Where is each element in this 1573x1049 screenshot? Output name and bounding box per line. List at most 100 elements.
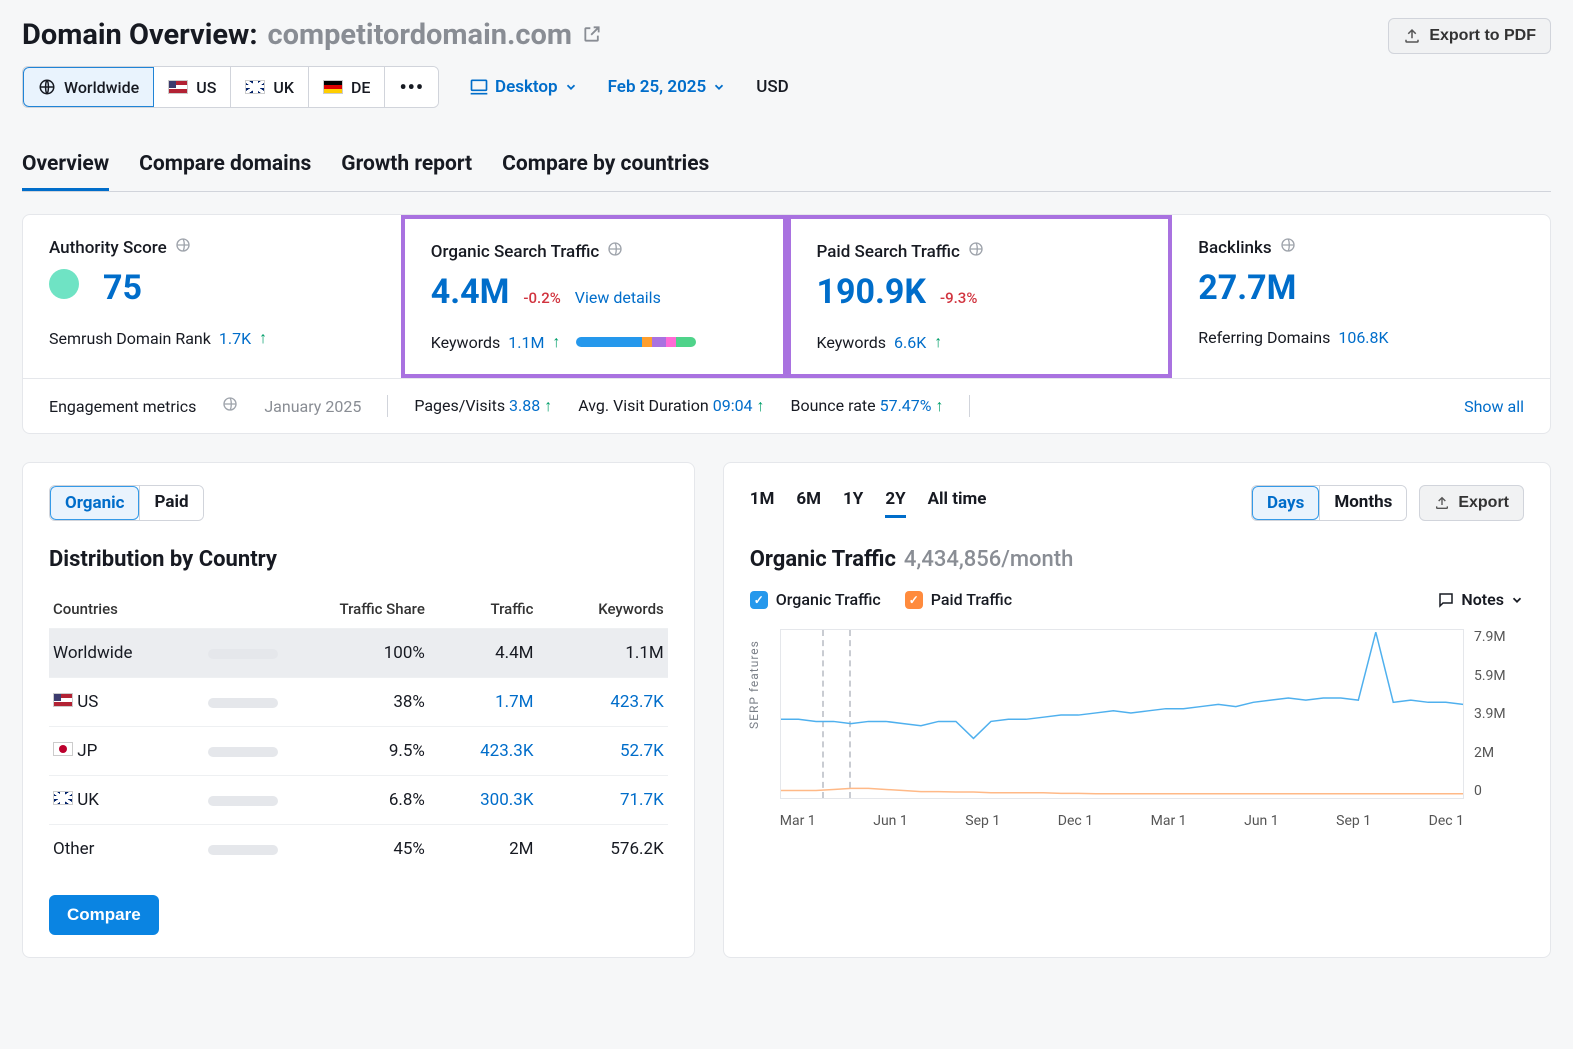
range-all[interactable]: All time: [928, 489, 987, 518]
engagement-row: Engagement metrics January 2025 Pages/Vi…: [23, 378, 1550, 433]
keywords-cell[interactable]: 423.7K: [538, 678, 668, 727]
region-us[interactable]: US: [154, 67, 231, 107]
traffic-cell[interactable]: 300.3K: [429, 776, 538, 825]
table-row[interactable]: Worldwide 100% 4.4M 1.1M: [49, 629, 668, 678]
metric-paid-sub-value[interactable]: 6.6K: [894, 333, 926, 352]
export-pdf-button[interactable]: Export to PDF: [1388, 18, 1551, 54]
share-bar-cell: [204, 678, 342, 727]
compare-button[interactable]: Compare: [49, 895, 159, 935]
main-tabs: Overview Compare domains Growth report C…: [22, 152, 1551, 192]
share-pct-cell: 45%: [342, 825, 429, 874]
keywords-cell: 1.1M: [538, 629, 668, 678]
traffic-cell: 2M: [429, 825, 538, 874]
avg-duration-value: 09:04: [713, 396, 753, 415]
serp-features-label: SERP features: [747, 640, 761, 729]
x-tick: Sep 1: [1336, 813, 1371, 829]
share-pct-cell: 9.5%: [342, 727, 429, 776]
metric-backlinks-sub-value[interactable]: 106.8K: [1338, 328, 1388, 347]
more-icon: •••: [399, 75, 424, 99]
keywords-cell[interactable]: 52.7K: [538, 727, 668, 776]
flag-us-icon: [53, 693, 73, 707]
range-2y[interactable]: 2Y: [885, 489, 905, 518]
distribution-title: Distribution by Country: [49, 547, 668, 572]
metric-organic-delta: -0.2%: [523, 289, 560, 307]
engagement-label: Engagement metrics: [49, 397, 196, 416]
external-link-icon[interactable]: [582, 18, 602, 52]
table-row[interactable]: Other 45% 2M 576.2K: [49, 825, 668, 874]
y-tick: 5.9M: [1474, 668, 1524, 684]
flag-uk-icon: [245, 80, 265, 94]
globe-icon: [607, 241, 623, 262]
seg-paid[interactable]: Paid: [139, 486, 202, 520]
tab-compare-domains[interactable]: Compare domains: [139, 152, 311, 191]
table-row[interactable]: JP 9.5% 423.3K 52.7K: [49, 727, 668, 776]
region-more[interactable]: •••: [385, 67, 438, 107]
metric-backlinks-value: 27.7M: [1198, 268, 1296, 308]
flag-de-icon: [323, 80, 343, 94]
tab-overview[interactable]: Overview: [22, 152, 109, 191]
region-worldwide[interactable]: Worldwide: [23, 67, 154, 107]
arrow-up-icon: ↑: [934, 332, 942, 352]
tab-growth-report[interactable]: Growth report: [341, 152, 472, 191]
pages-visits-value: 3.88: [509, 396, 540, 415]
chart-export-button[interactable]: Export: [1419, 485, 1524, 521]
metric-organic-sub-label: Keywords: [431, 333, 501, 352]
view-details-link[interactable]: View details: [575, 288, 661, 307]
notes-dropdown[interactable]: Notes: [1437, 590, 1524, 609]
traffic-cell[interactable]: 1.7M: [429, 678, 538, 727]
arrow-up-icon: ↑: [259, 328, 267, 348]
metric-authority-sub-label: Semrush Domain Rank: [49, 329, 211, 348]
legend-organic-label: Organic Traffic: [776, 590, 881, 609]
keywords-cell: 576.2K: [538, 825, 668, 874]
checkbox-icon: ✓: [750, 591, 768, 609]
metric-authority-sub-value[interactable]: 1.7K: [219, 329, 251, 348]
share-bar-cell: [204, 776, 342, 825]
col-countries: Countries: [49, 590, 204, 629]
table-row[interactable]: US 38% 1.7M 423.7K: [49, 678, 668, 727]
col-share: Traffic Share: [204, 590, 429, 629]
metric-authority-title: Authority Score: [49, 238, 167, 258]
share-pct-cell: 100%: [342, 629, 429, 678]
device-dropdown[interactable]: Desktop: [469, 77, 578, 97]
domain-name: competitordomain.com: [268, 18, 573, 52]
date-dropdown[interactable]: Feb 25, 2025: [608, 77, 727, 97]
traffic-chart: SERP features 7.9M5.9M3.9M2M0 Mar 1Jun 1…: [750, 629, 1524, 829]
country-cell: Worldwide: [49, 629, 204, 678]
share-bar-cell: [204, 825, 342, 874]
gran-months[interactable]: Months: [1319, 486, 1406, 520]
y-tick: 3.9M: [1474, 706, 1524, 722]
country-cell: Other: [49, 825, 204, 874]
show-all-link[interactable]: Show all: [1464, 397, 1524, 416]
table-row[interactable]: UK 6.8% 300.3K 71.7K: [49, 776, 668, 825]
metric-organic-sub-value[interactable]: 1.1M: [508, 333, 544, 352]
region-uk[interactable]: UK: [231, 67, 309, 107]
region-selector: Worldwide US UK DE •••: [22, 66, 439, 108]
keywords-cell[interactable]: 71.7K: [538, 776, 668, 825]
legend-organic[interactable]: ✓ Organic Traffic: [750, 590, 881, 609]
metric-paid: Paid Search Traffic 190.9K-9.3% Keywords…: [787, 215, 1173, 378]
range-1m[interactable]: 1M: [750, 489, 775, 518]
engagement-date: January 2025: [264, 397, 361, 416]
region-de[interactable]: DE: [309, 67, 385, 107]
country-cell: JP: [49, 727, 204, 776]
range-6m[interactable]: 6M: [796, 489, 821, 518]
metric-organic-title: Organic Search Traffic: [431, 242, 600, 262]
seg-organic[interactable]: Organic: [50, 486, 139, 520]
flag-jp-icon: [53, 742, 73, 756]
range-1y[interactable]: 1Y: [843, 489, 863, 518]
legend-paid[interactable]: ✓Paid Traffic: [905, 590, 1012, 609]
x-tick: Sep 1: [965, 813, 1000, 829]
notes-label: Notes: [1461, 590, 1504, 609]
legend-paid-label: Paid Traffic: [931, 590, 1012, 609]
chart-title: Organic Traffic4,434,856/month: [750, 547, 1524, 572]
date-label: Feb 25, 2025: [608, 77, 707, 97]
chevron-down-icon: [564, 80, 578, 94]
traffic-cell[interactable]: 423.3K: [429, 727, 538, 776]
metric-backlinks-sub-label: Referring Domains: [1198, 328, 1330, 347]
distribution-table: Countries Traffic Share Traffic Keywords…: [49, 590, 668, 873]
gran-days[interactable]: Days: [1252, 486, 1319, 520]
region-worldwide-label: Worldwide: [64, 78, 139, 97]
metric-paid-sub-label: Keywords: [817, 333, 887, 352]
granularity-segmented: Days Months: [1251, 485, 1407, 521]
tab-compare-countries[interactable]: Compare by countries: [502, 152, 709, 191]
